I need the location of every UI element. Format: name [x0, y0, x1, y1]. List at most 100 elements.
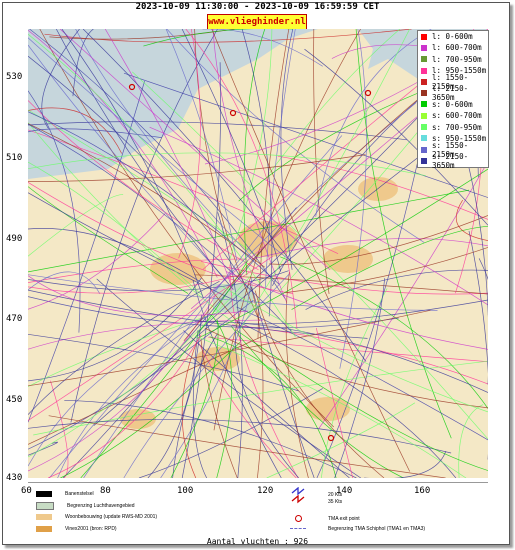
flight-track: [213, 29, 361, 431]
flight-track: [28, 312, 216, 467]
time-range-title: 2023-10-09 11:30:00 - 2023-10-09 16:59:5…: [135, 2, 380, 12]
flight-track: [226, 271, 488, 350]
flight-track: [96, 278, 361, 478]
flight-track: [230, 325, 404, 478]
flight-track: [28, 273, 243, 294]
flight-track: [192, 329, 208, 478]
legend-swatch: [421, 124, 427, 131]
flight-track: [28, 121, 407, 141]
legend-item: l: 700-950m: [418, 54, 488, 65]
legend-item: s: 0-600m: [418, 99, 488, 110]
flight-track: [210, 313, 233, 478]
flight-track: [204, 327, 488, 409]
legend-item: s: 2150-3650m: [418, 152, 488, 170]
flight-track: [28, 270, 289, 292]
flight-track: [28, 55, 247, 286]
flight-track: [208, 336, 488, 363]
flight-track: [60, 342, 241, 478]
flight-track: [138, 388, 323, 478]
flight-track: [123, 273, 290, 478]
flight-track: [244, 299, 488, 325]
flight-track: [28, 33, 296, 338]
flight-track: [28, 312, 219, 387]
flight-track: [257, 29, 290, 339]
flight-track: [28, 122, 239, 327]
legend-swatch: [421, 101, 427, 108]
flight-track: [198, 343, 297, 478]
flight-track: [195, 335, 467, 478]
y-tick-490: 490: [6, 234, 23, 244]
flight-track: [458, 404, 484, 478]
flight-track: [285, 272, 309, 478]
flight-track: [243, 29, 266, 276]
flight-track: [200, 339, 238, 478]
site-link[interactable]: www.vlieghinder.nl: [207, 14, 307, 30]
flight-track: [132, 71, 488, 440]
map-canvas: [28, 29, 488, 478]
y-tick-450: 450: [6, 395, 23, 405]
flight-track: [269, 29, 401, 174]
flight-track: [28, 277, 202, 382]
legend-swatch: [421, 157, 427, 164]
flight-track: [50, 380, 69, 478]
flight-track: [61, 29, 204, 299]
flight-track: [28, 109, 262, 260]
flight-track: [28, 274, 438, 311]
flight-track: [28, 255, 273, 421]
flight-track: [28, 123, 265, 268]
flight-track: [318, 161, 488, 430]
flight-track: [364, 451, 447, 478]
key-tma-boundary: Begrenzing TMA Schiphol (TMA1 en TMA3): [328, 526, 426, 532]
legend-item: s: 950-1550m: [418, 133, 488, 144]
flight-track: [47, 334, 202, 478]
flight-track: [315, 327, 354, 478]
x-tick-160: 160: [414, 486, 431, 496]
flight-track: [57, 316, 207, 478]
flight-track: [192, 280, 282, 478]
flight-track: [455, 199, 488, 241]
flight-track: [28, 189, 470, 273]
x-tick-100: 100: [177, 486, 194, 496]
flight-track: [334, 278, 386, 478]
flight-track: [285, 247, 488, 293]
flight-track: [28, 275, 248, 316]
flight-track: [28, 192, 236, 302]
legend-swatch: [421, 33, 427, 40]
x-tick-140: 140: [336, 486, 353, 496]
flight-track: [28, 271, 101, 294]
flight-track: [305, 269, 488, 310]
flight-track-map[interactable]: [28, 29, 488, 478]
flight-track: [28, 332, 271, 445]
legend-item: l: 1550-2150m: [418, 73, 488, 91]
legend-swatch: [421, 112, 427, 119]
altitude-legend: l: 0-600m l: 600-700m l: 700-950m l: 950…: [417, 30, 489, 170]
flight-track: [28, 154, 366, 182]
flight-track: [104, 29, 233, 290]
legend-item: s: 700-950m: [418, 121, 488, 132]
flight-track: [202, 29, 323, 67]
flight-track: [468, 230, 488, 460]
key-airport-boundary: Begrenzing Luchthavengebied: [36, 502, 135, 510]
flight-track: [269, 215, 488, 265]
flight-track: [178, 29, 201, 259]
flight-track: [72, 29, 94, 97]
flight-track: [55, 29, 234, 290]
y-tick-530: 530: [6, 72, 23, 82]
flight-track: [28, 333, 299, 392]
y-tick-510: 510: [6, 153, 23, 163]
flight-track: [316, 137, 424, 478]
flight-track: [70, 29, 218, 423]
flight-track: [28, 274, 252, 458]
legend-item: l: 600-700m: [418, 42, 488, 53]
legend-swatch: [421, 44, 427, 51]
x-tick-120: 120: [257, 486, 274, 496]
key-tma-exit: TMA exit point: [328, 516, 360, 522]
flight-track: [236, 306, 488, 441]
flight-track: [166, 29, 425, 243]
tma-boundary-icon: [290, 528, 306, 529]
flight-track: [28, 441, 58, 456]
key-35kts: 35 Kts: [328, 499, 343, 505]
legend-swatch: [421, 56, 427, 63]
flight-tracks: [28, 29, 488, 478]
flight-track: [39, 29, 334, 428]
